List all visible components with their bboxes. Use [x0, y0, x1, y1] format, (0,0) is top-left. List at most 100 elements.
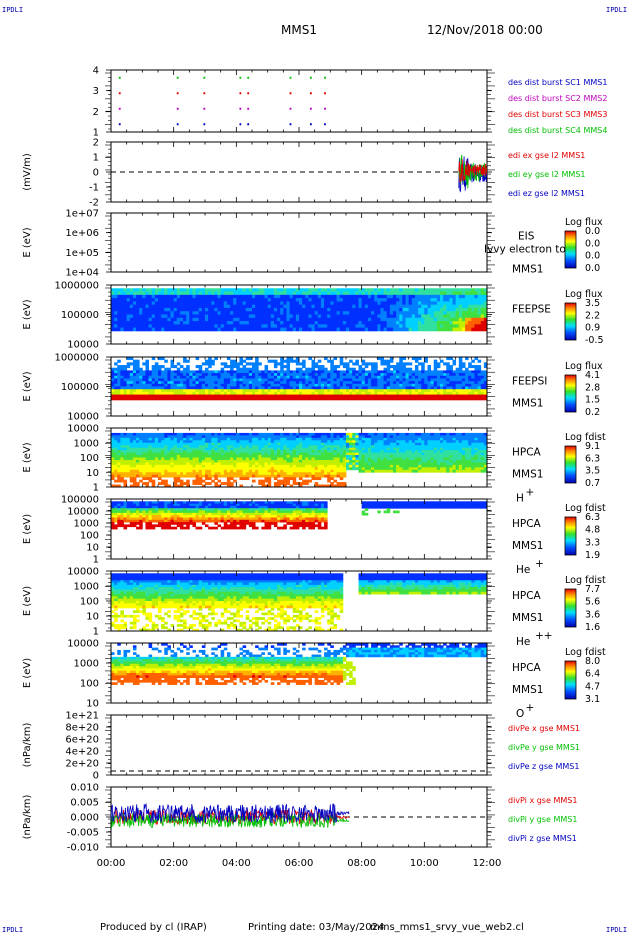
spectrogram-cell	[192, 389, 196, 393]
spectrogram-cell	[170, 314, 175, 319]
colorbar-feepsi	[564, 374, 577, 413]
spectrogram-cell	[289, 314, 294, 319]
spectrogram-cell	[302, 389, 306, 393]
spectrogram-cell	[286, 435, 290, 439]
spectrogram-cell	[139, 311, 143, 315]
spectrogram-cell	[129, 440, 134, 444]
spectrogram-cell	[455, 298, 460, 302]
spectrogram-cell	[132, 447, 137, 451]
spectrogram-cell	[355, 288, 359, 292]
spectrogram-cell	[261, 373, 265, 377]
spectrogram-cell	[305, 378, 309, 382]
spectrogram-cell	[183, 389, 187, 393]
spectrogram-cell	[211, 294, 215, 299]
spectrogram-cell	[223, 365, 228, 369]
spectrogram-cell	[117, 378, 121, 382]
spectrogram-cell	[364, 301, 369, 306]
spectrogram-cell	[145, 381, 149, 385]
spectrogram-cell	[377, 324, 381, 329]
spectrogram-cell	[201, 311, 206, 315]
spectrogram-cell	[142, 381, 146, 385]
spectrogram-cell	[264, 291, 269, 296]
spectrogram-cell	[295, 307, 300, 312]
spectrogram-cell	[374, 324, 378, 329]
spectrogram-cell	[289, 307, 294, 312]
spectrogram-cell	[164, 391, 168, 395]
spectrogram-cell	[270, 389, 275, 393]
spectrogram-cell	[111, 437, 115, 441]
spectrogram-cell	[458, 301, 463, 306]
spectrogram-cell	[305, 447, 309, 451]
spectrogram-cell	[167, 378, 171, 382]
spectrogram-cell	[446, 367, 450, 371]
spectrogram-cell	[120, 472, 124, 476]
spectrogram-cell	[330, 314, 334, 319]
spectrogram-cell	[302, 365, 306, 369]
spectrogram-cell	[176, 389, 181, 393]
spectrogram-cell	[242, 457, 247, 461]
spectrogram-cell	[176, 457, 181, 461]
spectrogram-cell	[145, 307, 149, 312]
spectrogram-cell	[342, 397, 347, 401]
spectrogram-cell	[132, 455, 137, 458]
spectrogram-cell	[236, 373, 240, 377]
spectrogram-cell	[179, 304, 184, 309]
spectrogram-cell	[361, 294, 366, 299]
spectrogram-cell	[355, 383, 359, 387]
spectrogram-cell	[264, 288, 269, 292]
spectrogram-cell	[474, 381, 478, 385]
spectrogram-cell	[433, 291, 438, 296]
spectrogram-cell	[474, 298, 478, 302]
spectrogram-cell	[192, 311, 196, 315]
spectrogram-cell	[217, 484, 222, 488]
spectrogram-cell	[267, 482, 272, 485]
spectrogram-cell	[295, 447, 300, 451]
spectrogram-cell	[233, 450, 237, 453]
spectrogram-cell	[424, 383, 428, 387]
spectrogram-cell	[129, 321, 134, 325]
spectrogram-cell	[324, 375, 328, 379]
spectrogram-cell	[211, 464, 215, 468]
spectrogram-cell	[389, 311, 394, 315]
spectrogram-cell	[424, 301, 428, 306]
spectrogram-cell	[170, 307, 175, 312]
spectrogram-cell	[286, 397, 290, 401]
spectrogram-cell	[396, 321, 400, 325]
spectrogram-cell	[214, 301, 218, 306]
burst-mark	[203, 123, 206, 126]
spectrogram-cell	[183, 442, 187, 446]
spectrogram-cell	[449, 311, 453, 315]
spectrogram-cell	[129, 479, 134, 483]
spectrogram-cell	[136, 474, 140, 478]
spectrogram-cell	[393, 324, 397, 329]
spectrogram-cell	[292, 440, 297, 444]
spectrogram-cell	[195, 365, 200, 369]
spectrogram-cell	[352, 373, 356, 377]
spectrogram-cell	[126, 294, 131, 299]
spectrogram-cell	[367, 301, 372, 306]
spectrogram-cell	[239, 378, 243, 382]
spectrogram-cell	[270, 455, 275, 458]
spectrogram-cell	[129, 311, 134, 315]
spectrogram-cell	[483, 391, 488, 395]
spectrogram-cell	[161, 301, 165, 306]
spectrogram-cell	[214, 327, 218, 332]
spectrogram-cell	[129, 378, 134, 382]
spectrogram-cell	[111, 375, 115, 379]
spectrogram-cell	[471, 378, 475, 382]
spectrogram-cell	[248, 457, 253, 461]
spectrogram-cell	[295, 311, 300, 315]
spectrogram-cell	[311, 301, 316, 306]
spectrogram-cell	[139, 397, 143, 401]
spectrogram-cell	[148, 373, 153, 377]
spectrogram-cell	[324, 311, 328, 315]
spectrogram-hpca_h	[111, 432, 488, 488]
spectrogram-cell	[411, 314, 416, 319]
spectrogram-cell	[201, 370, 206, 374]
spectrogram-cell	[295, 373, 300, 377]
spectrogram-cell	[446, 386, 450, 390]
spectrogram-cell	[151, 378, 156, 382]
legend-entry: edi ey gse l2 MMS1	[508, 170, 586, 179]
spectrogram-cell	[233, 467, 237, 471]
spectrogram-cell	[223, 311, 228, 315]
